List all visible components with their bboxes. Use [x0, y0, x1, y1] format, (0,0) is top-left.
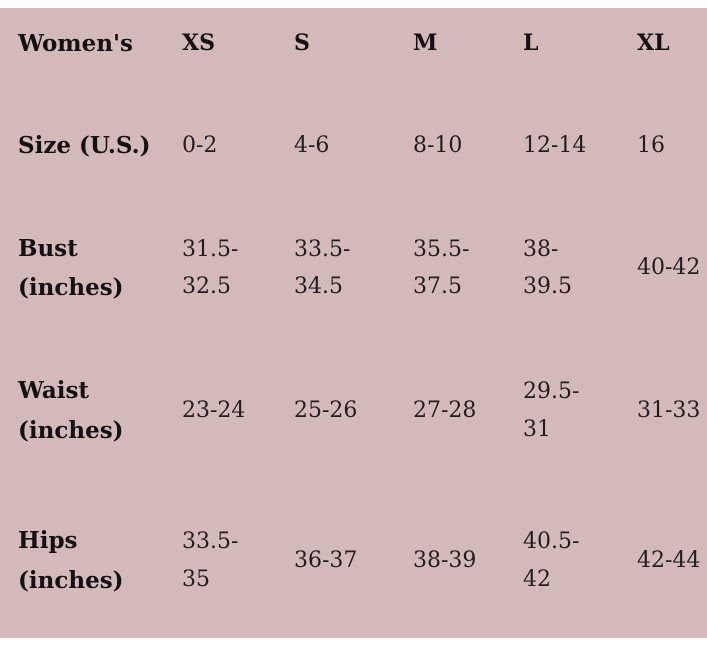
cell-bust-xs: 31.5- 32.5: [182, 236, 239, 299]
cell-bust-m: 35.5- 37.5: [413, 236, 470, 299]
cell-hips-m: 38-39: [413, 547, 477, 573]
cell-size-l: 12-14: [523, 132, 587, 158]
cell-hips-s: 36-37: [294, 547, 358, 573]
table-row-size: Size (U.S.) 0-2 4-6 8-10 12-14 16: [0, 93, 707, 198]
cell-hips-xs: 33.5- 35: [182, 529, 239, 592]
cell-size-m: 8-10: [413, 132, 463, 158]
header-cell-l: L: [523, 29, 539, 56]
cell-waist-s: 25-26: [294, 397, 358, 423]
cell-bust-s: 33.5- 34.5: [294, 236, 351, 299]
header-cell-m: M: [413, 29, 438, 56]
cell-waist-l: 29.5- 31: [523, 379, 580, 442]
row-label-hips: Hips (inches): [18, 527, 124, 594]
row-label-size-us: Size (U.S.): [18, 131, 151, 159]
size-chart-table: Women's XS S M L XL Size (U.S.) 0-2 4-6 …: [0, 8, 707, 638]
cell-waist-xs: 23-24: [182, 397, 246, 423]
header-cell-xs: XS: [182, 29, 215, 56]
table-row-bust: Bust (inches) 31.5- 32.5 33.5- 34.5 35.5…: [0, 198, 707, 338]
table-row-waist: Waist (inches) 23-24 25-26 27-28 29.5- 3…: [0, 338, 707, 483]
cell-size-xs: 0-2: [182, 132, 218, 158]
table-row-hips: Hips (inches) 33.5- 35 36-37 38-39 40.5-…: [0, 483, 707, 638]
cell-bust-xl: 40-42: [637, 255, 701, 281]
header-cell-xl: XL: [637, 29, 670, 56]
cell-size-xl: 16: [637, 132, 665, 158]
cell-hips-xl: 42-44: [637, 547, 701, 573]
cell-hips-l: 40.5- 42: [523, 529, 580, 592]
row-label-bust: Bust (inches): [18, 234, 124, 301]
cell-waist-xl: 31-33: [637, 397, 701, 423]
row-label-waist: Waist (inches): [18, 377, 124, 444]
header-cell-s: S: [294, 29, 310, 56]
header-cell-womens: Women's: [18, 29, 133, 57]
table-row-header: Women's XS S M L XL: [0, 8, 707, 93]
cell-bust-l: 38- 39.5: [523, 236, 572, 299]
cell-waist-m: 27-28: [413, 397, 477, 423]
cell-size-s: 4-6: [294, 132, 330, 158]
